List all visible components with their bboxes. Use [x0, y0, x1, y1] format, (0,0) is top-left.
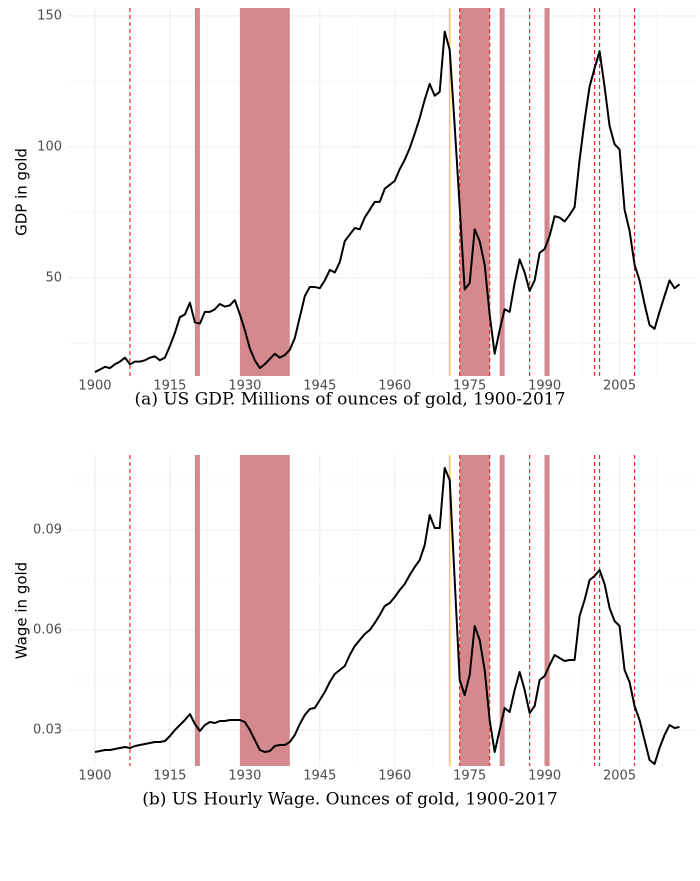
- shaded-period: [239, 455, 290, 766]
- x-tick-label: 2005: [603, 379, 636, 394]
- x-tick-label: 2005: [603, 769, 636, 784]
- x-tick-label: 1960: [378, 379, 411, 394]
- x-tick-label: 1990: [528, 769, 561, 784]
- y-axis-title: Wage in gold: [13, 562, 31, 659]
- x-tick-label: 1900: [78, 769, 111, 784]
- y-tick-label: 150: [37, 8, 62, 23]
- x-tick-label: 1915: [153, 379, 186, 394]
- y-tick-label: 0.03: [33, 723, 62, 738]
- shaded-period: [194, 8, 200, 376]
- x-tick-label: 1990: [528, 379, 561, 394]
- panel: 0.03 0.06 0.09 1900 1915 1930 1945 1960 1975 1990…: [13, 455, 697, 810]
- shaded-period: [239, 8, 290, 376]
- caption: (b) US Hourly Wage. Ounces of gold, 1900…: [142, 790, 557, 810]
- data-line: [94, 467, 680, 765]
- shaded-period: [499, 8, 505, 376]
- x-tick-label: 1975: [453, 769, 486, 784]
- x-tick-label: 1975: [453, 379, 486, 394]
- caption: (a) US GDP. Millions of ounces of gold, …: [135, 390, 566, 410]
- y-tick-label: 0.09: [33, 523, 62, 538]
- x-tick-label: 1930: [228, 379, 261, 394]
- x-tick-label: 1945: [303, 379, 336, 394]
- y-tick-label: 100: [37, 139, 62, 154]
- y-tick-label: 0.06: [33, 623, 62, 638]
- shaded-period: [459, 8, 490, 376]
- panel: 50 100 150 1900 1915 1930 1945 1960 1975 1990 2005…: [13, 8, 697, 410]
- shaded-period: [194, 455, 200, 766]
- x-tick-label: 1945: [303, 769, 336, 784]
- shaded-period: [544, 455, 550, 766]
- x-tick-label: 1915: [153, 769, 186, 784]
- y-axis-title: GDP in gold: [13, 148, 31, 236]
- shaded-period: [459, 455, 490, 766]
- shaded-period: [544, 8, 550, 376]
- y-tick-label: 50: [45, 270, 62, 285]
- x-tick-label: 1900: [78, 379, 111, 394]
- data-line: [94, 30, 681, 373]
- x-tick-label: 1930: [228, 769, 261, 784]
- x-tick-label: 1960: [378, 769, 411, 784]
- shaded-period: [499, 455, 505, 766]
